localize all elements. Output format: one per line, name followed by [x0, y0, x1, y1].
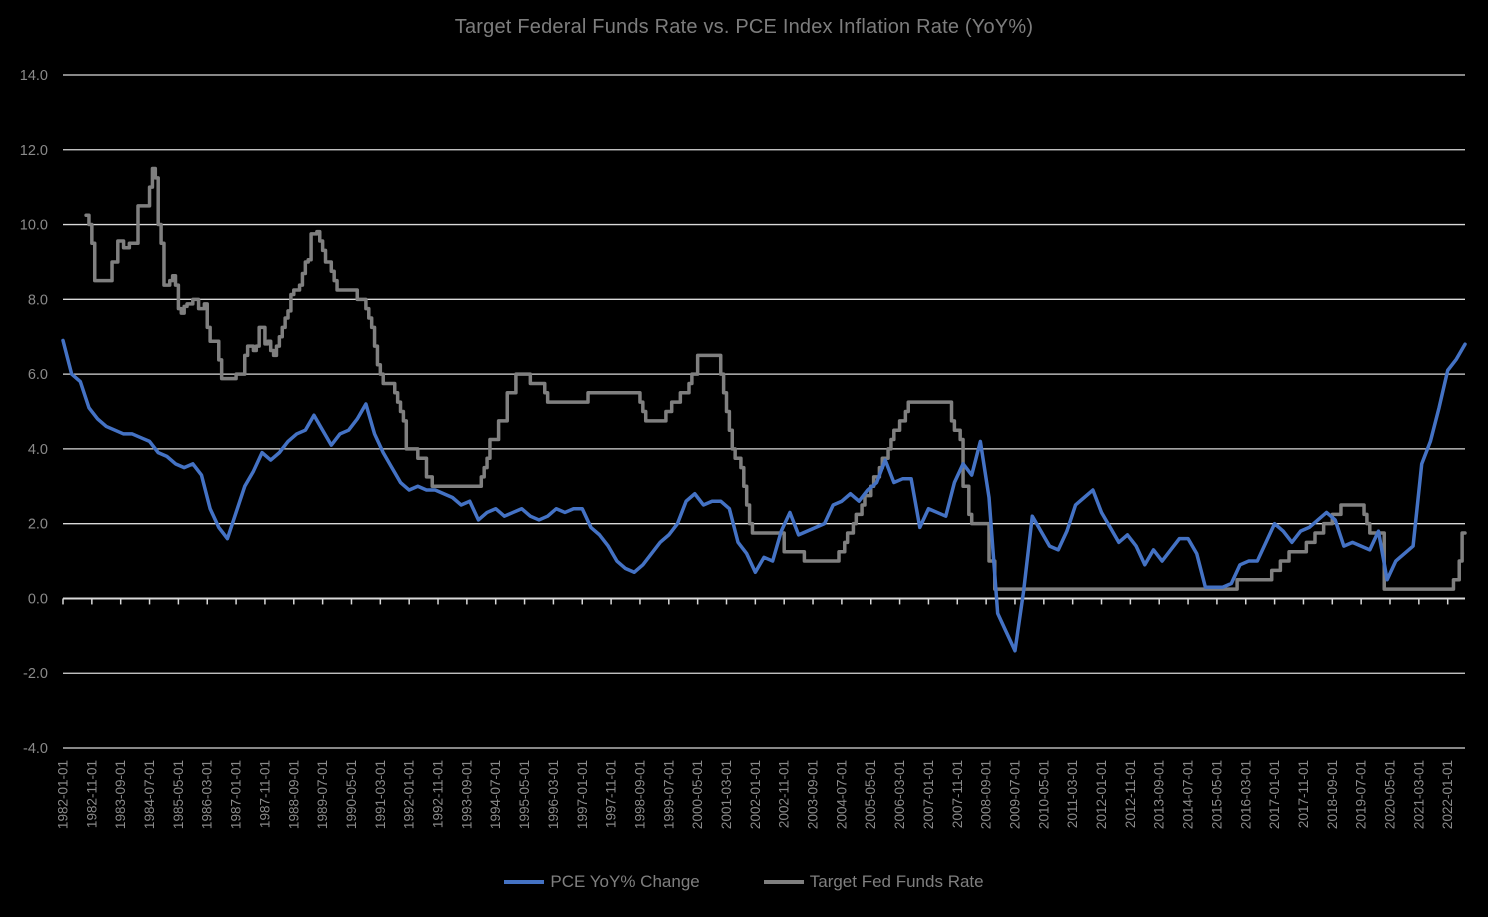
x-tick-label: 1982-11-01 — [84, 760, 99, 828]
x-tick-label: 2020-05-01 — [1382, 760, 1397, 829]
legend-item-pce: PCE YoY% Change — [504, 872, 700, 892]
x-tick-label: 1990-05-01 — [344, 760, 359, 829]
x-tick-label: 2017-11-01 — [1296, 760, 1311, 828]
x-tick-label: 2007-01-01 — [921, 760, 936, 829]
y-tick-label: -4.0 — [23, 741, 48, 757]
x-tick-label: 2016-03-01 — [1238, 760, 1253, 829]
x-tick-marks — [62, 598, 1449, 605]
x-tick-label: 1986-03-01 — [200, 760, 215, 829]
x-tick-label: 2003-09-01 — [806, 760, 821, 829]
y-gridlines — [63, 74, 1465, 749]
y-tick-label: -2.0 — [23, 666, 48, 682]
x-tick-label: 2014-07-01 — [1181, 760, 1196, 829]
x-tick-labels: 1982-01-01 1982-11-01 1983-09-01 1984-07-01… — [56, 760, 1456, 829]
x-tick-label: 1989-07-01 — [315, 760, 330, 829]
x-tick-label: 1994-07-01 — [488, 760, 503, 829]
x-tick-label: 1987-11-01 — [257, 760, 272, 828]
y-tick-label: 0.0 — [28, 591, 48, 607]
x-tick-label: 2002-01-01 — [748, 760, 763, 829]
y-tick-labels: 14.0 12.0 10.0 8.0 6.0 4.0 2.0 0.0 -2.0 -4.0 — [20, 68, 48, 757]
y-tick-label: 12.0 — [20, 143, 48, 159]
x-tick-label: 1992-11-01 — [431, 760, 446, 828]
x-tick-label: 2012-11-01 — [1123, 760, 1138, 828]
x-tick-label: 2012-01-01 — [1094, 760, 1109, 829]
x-tick-label: 2007-11-01 — [950, 760, 965, 828]
series-pce-line — [61, 338, 1467, 653]
x-tick-label: 1984-07-01 — [142, 760, 157, 829]
x-tick-label: 2021-03-01 — [1411, 760, 1426, 829]
x-tick-label: 2008-09-01 — [979, 760, 994, 829]
y-tick-label: 10.0 — [20, 218, 48, 234]
x-tick-label: 1995-05-01 — [517, 760, 532, 829]
y-tick-label: 8.0 — [28, 292, 48, 308]
x-tick-label: 2002-11-01 — [777, 760, 792, 828]
x-tick-label: 2006-03-01 — [892, 760, 907, 829]
x-tick-label: 2015-05-01 — [1209, 760, 1224, 829]
x-tick-label: 1985-05-01 — [171, 760, 186, 829]
x-tick-label: 1987-01-01 — [229, 760, 244, 829]
x-tick-label: 2013-09-01 — [1152, 760, 1167, 829]
x-tick-label: 2019-07-01 — [1354, 760, 1369, 829]
x-tick-label: 2001-03-01 — [719, 760, 734, 829]
series-fedfunds-line — [84, 166, 1467, 591]
x-tick-label: 1993-09-01 — [459, 760, 474, 829]
x-tick-label: 1983-09-01 — [113, 760, 128, 829]
chart-title: Target Federal Funds Rate vs. PCE Index … — [454, 16, 1034, 38]
y-tick-label: 6.0 — [28, 367, 48, 383]
legend-item-fedfunds: Target Fed Funds Rate — [763, 872, 984, 892]
x-tick-label: 2011-03-01 — [1065, 760, 1080, 828]
x-tick-label: 1982-01-01 — [56, 760, 71, 829]
x-tick-label: 1997-01-01 — [575, 760, 590, 829]
fedfunds-line-swatch-icon — [763, 880, 804, 884]
x-tick-label: 1999-07-01 — [661, 760, 676, 829]
pce-line-swatch-icon — [504, 880, 545, 884]
x-tick-label: 2018-09-01 — [1325, 760, 1340, 829]
x-tick-label: 2017-01-01 — [1267, 760, 1282, 829]
x-tick-label: 1998-09-01 — [632, 760, 647, 829]
x-tick-label: 2000-05-01 — [690, 760, 705, 829]
y-tick-label: 2.0 — [28, 517, 48, 533]
legend: PCE YoY% Change Target Fed Funds Rate — [0, 872, 1488, 892]
legend-label-fedfunds: Target Fed Funds Rate — [809, 872, 984, 891]
x-tick-label: 2022-01-01 — [1440, 760, 1455, 829]
y-tick-label: 4.0 — [28, 442, 48, 458]
x-tick-label: 2009-07-01 — [1007, 760, 1022, 829]
x-tick-label: 2010-05-01 — [1036, 760, 1051, 829]
x-tick-label: 1991-03-01 — [373, 760, 388, 829]
x-tick-label: 2005-05-01 — [863, 760, 878, 829]
legend-label-pce: PCE YoY% Change — [550, 872, 700, 891]
x-tick-label: 1988-09-01 — [286, 760, 301, 829]
x-tick-label: 1992-01-01 — [402, 760, 417, 829]
x-tick-label: 2004-07-01 — [834, 760, 849, 829]
y-tick-label: 14.0 — [20, 68, 48, 84]
x-tick-label: 1997-11-01 — [604, 760, 619, 828]
x-tick-label: 1996-03-01 — [546, 760, 561, 829]
